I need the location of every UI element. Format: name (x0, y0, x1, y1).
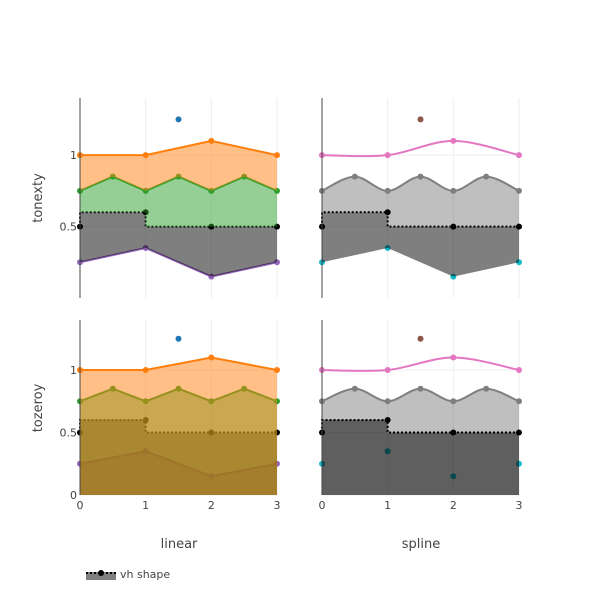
data-point-gray[interactable] (384, 187, 391, 194)
x-tick-label: 3 (516, 499, 523, 512)
data-point-pink[interactable] (516, 367, 522, 373)
column-label-linear: linear (161, 537, 198, 552)
legend-swatch-marker (98, 570, 104, 576)
subplot-tozeroy-spline: 0 1 2 3 (319, 320, 523, 512)
legend-entry-vh-shape: vh shape (120, 568, 170, 581)
data-point-pink[interactable] (384, 367, 391, 373)
data-point-gray[interactable] (417, 385, 424, 392)
y-tick-label: 0.5 (60, 427, 78, 440)
row-label-tozeroy: tozeroy (31, 383, 46, 432)
area-fill-pink (80, 140, 277, 191)
data-point-gray[interactable] (450, 187, 457, 194)
data-point-pink[interactable] (274, 152, 280, 159)
series-line-pink (321, 139, 520, 158)
x-tick-label: 2 (208, 499, 215, 512)
area-fill-black_vh (80, 212, 277, 277)
x-tick-label: 0 (319, 499, 326, 512)
data-point-gray[interactable] (351, 385, 358, 392)
data-point-pink[interactable] (274, 367, 280, 373)
data-point-pink[interactable] (208, 137, 215, 144)
area-fill-black_vh (322, 212, 519, 277)
legend[interactable]: vh shape (86, 568, 170, 581)
series-line-black_vh (321, 419, 519, 434)
data-point-pink[interactable] (450, 137, 457, 144)
area-fill-gray (322, 176, 519, 227)
data-point-black_vh[interactable] (450, 223, 457, 230)
area-fill-gray (322, 388, 519, 495)
data-point-brown[interactable] (175, 116, 182, 123)
area-fill-gray (80, 176, 277, 227)
data-point-gray[interactable] (483, 385, 490, 392)
y-tick-label: 0.5 (60, 221, 78, 234)
data-point-black_vh[interactable] (450, 429, 457, 436)
data-point-gray[interactable] (483, 173, 490, 180)
series-line-pink (80, 139, 278, 157)
data-point-pink[interactable] (208, 354, 215, 361)
x-tick-label: 1 (142, 499, 149, 512)
y-tick-label: 1 (70, 364, 77, 377)
subplot-tozeroy-linear: 0 0.5 1 0 1 2 3 (60, 320, 281, 512)
data-point-black_vh[interactable] (516, 429, 522, 436)
data-point-gray[interactable] (384, 398, 391, 405)
series-line-pink (80, 356, 278, 371)
data-point-pink[interactable] (142, 367, 149, 373)
area-fill-pink (80, 357, 277, 495)
y-tick-label: 0 (70, 489, 77, 502)
data-point-pink[interactable] (516, 152, 522, 159)
x-tick-label: 2 (450, 499, 457, 512)
data-point-gray[interactable] (450, 398, 457, 405)
subplot-tonexty-linear: 0.51 (60, 98, 280, 298)
data-point-pink[interactable] (142, 152, 149, 159)
area-fill-black_vh (322, 420, 519, 495)
column-label-spline: spline (402, 537, 441, 552)
x-tick-label: 1 (384, 499, 391, 512)
data-point-brown[interactable] (417, 116, 424, 123)
data-point-brown[interactable] (175, 335, 182, 342)
x-tick-label: 0 (77, 499, 84, 512)
row-label-tonexty: tonexty (31, 173, 46, 223)
x-tick-label: 3 (274, 499, 281, 512)
data-point-black_vh[interactable] (384, 417, 391, 423)
data-point-black_vh[interactable] (384, 209, 391, 216)
data-point-brown[interactable] (417, 335, 424, 342)
data-point-gray[interactable] (516, 187, 522, 194)
data-point-pink[interactable] (384, 152, 391, 159)
y-tick-label: 1 (70, 149, 77, 162)
data-point-pink[interactable] (450, 354, 457, 361)
data-point-gray[interactable] (417, 173, 424, 180)
series-line-pink (321, 356, 520, 372)
data-point-gray[interactable] (351, 173, 358, 180)
data-point-gray[interactable] (516, 398, 522, 405)
data-point-black_vh[interactable] (516, 223, 522, 230)
subplot-tonexty-spline (319, 98, 522, 298)
